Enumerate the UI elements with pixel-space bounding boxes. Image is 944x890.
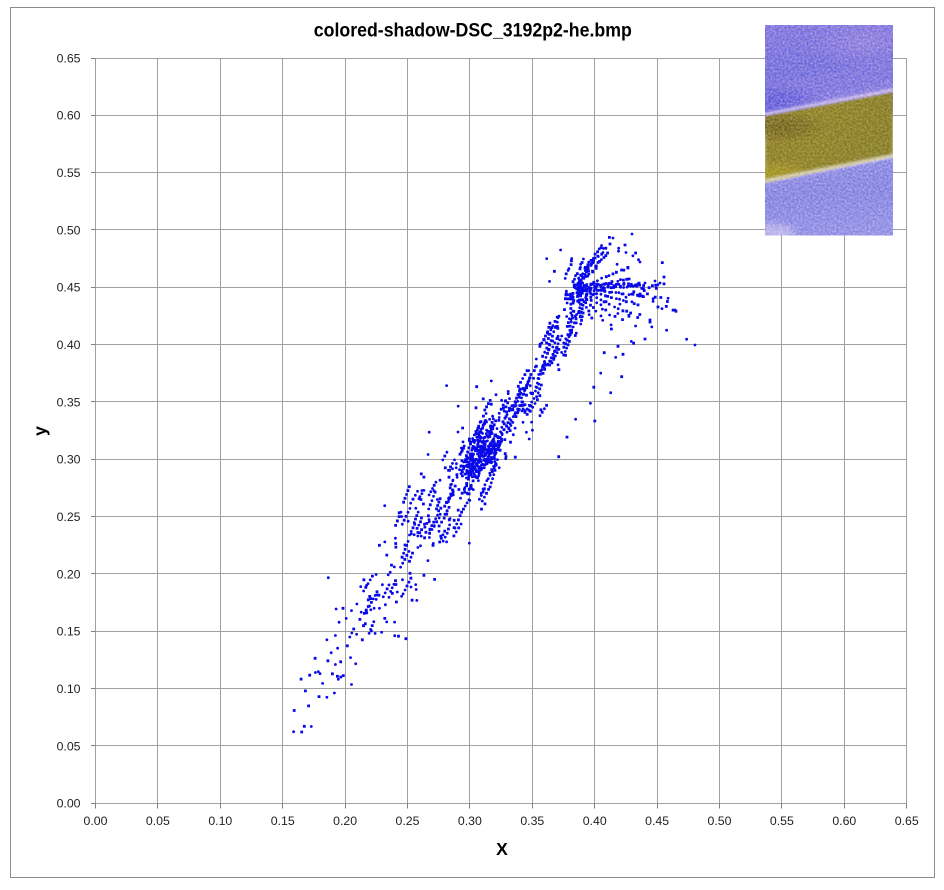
svg-text:0.50: 0.50 <box>708 814 732 828</box>
svg-text:colored-shadow-DSC_3192p2-he.b: colored-shadow-DSC_3192p2-he.bmp <box>314 19 632 41</box>
svg-text:0.05: 0.05 <box>57 739 81 753</box>
svg-text:0.45: 0.45 <box>645 814 669 828</box>
svg-text:0.35: 0.35 <box>57 395 81 409</box>
svg-text:0.60: 0.60 <box>832 814 856 828</box>
svg-text:0.00: 0.00 <box>84 814 108 828</box>
svg-text:0.55: 0.55 <box>770 814 794 828</box>
svg-text:0.30: 0.30 <box>57 453 81 467</box>
svg-text:0.60: 0.60 <box>57 109 81 123</box>
svg-text:0.00: 0.00 <box>57 797 81 811</box>
svg-text:0.50: 0.50 <box>57 223 81 237</box>
svg-text:0.15: 0.15 <box>57 625 81 639</box>
svg-text:0.20: 0.20 <box>57 567 81 581</box>
svg-text:0.55: 0.55 <box>57 166 81 180</box>
svg-text:0.20: 0.20 <box>333 814 357 828</box>
svg-text:0.30: 0.30 <box>458 814 482 828</box>
svg-text:0.10: 0.10 <box>208 814 232 828</box>
svg-text:y: y <box>30 426 50 436</box>
svg-text:0.65: 0.65 <box>895 814 919 828</box>
svg-text:0.05: 0.05 <box>146 814 170 828</box>
svg-text:0.65: 0.65 <box>57 51 81 65</box>
svg-text:0.40: 0.40 <box>57 338 81 352</box>
svg-text:0.45: 0.45 <box>57 281 81 295</box>
svg-text:0.25: 0.25 <box>57 510 81 524</box>
svg-text:0.25: 0.25 <box>396 814 420 828</box>
svg-text:0.40: 0.40 <box>583 814 607 828</box>
svg-text:0.10: 0.10 <box>57 682 81 696</box>
svg-text:0.35: 0.35 <box>520 814 544 828</box>
svg-text:0.15: 0.15 <box>271 814 295 828</box>
svg-text:X: X <box>496 839 508 859</box>
